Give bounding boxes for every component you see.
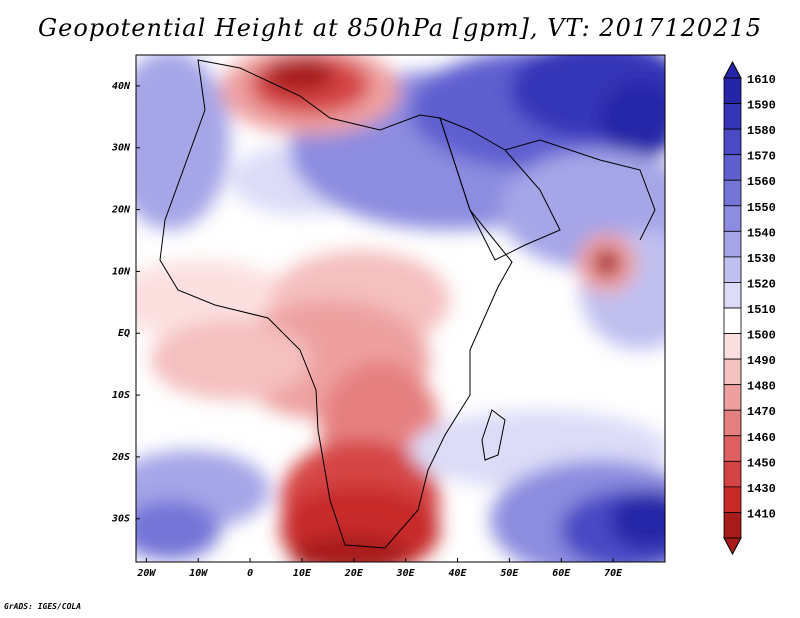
colorbar-min-arrow <box>723 537 742 556</box>
colorbar-level-label: 1570 <box>747 150 776 164</box>
colorbar-level-label: 1460 <box>747 431 776 445</box>
colorbar-swatch <box>723 154 742 181</box>
lat-tick-label: 10N <box>112 266 131 277</box>
colorbar-swatch <box>723 512 742 539</box>
colorbar-level-label: 1490 <box>747 354 776 368</box>
colorbar-swatch <box>723 205 742 232</box>
colorbar-level-label: 1540 <box>747 226 776 240</box>
colorbar-level-label: 1430 <box>747 482 776 496</box>
lat-tick-label: 20S <box>111 452 130 463</box>
lon-tick-label: 20E <box>344 568 364 579</box>
colorbar-swatch <box>723 282 742 309</box>
colorbar-swatch <box>723 409 742 437</box>
lat-tick-label: 30N <box>111 143 131 154</box>
colorbar-swatch <box>723 103 742 130</box>
colorbar-level-label: 1450 <box>747 456 776 470</box>
colorbar: 1610 1590 1580 1570 1560 1550 1540 1530 1520 1510… <box>723 60 776 556</box>
colorbar-swatch <box>723 333 742 360</box>
lon-tick-label: 40E <box>449 568 468 579</box>
colorbar-level-label: 1530 <box>747 252 776 266</box>
credit-label: GrADS: IGES/COLA <box>4 602 82 611</box>
colorbar-level-label: 1580 <box>747 124 776 138</box>
colorbar-level-label: 1470 <box>747 405 776 419</box>
colorbar-level-label: 1410 <box>747 507 776 521</box>
lat-tick-label: 10S <box>112 390 130 401</box>
lon-tick-label: 0 <box>247 568 253 579</box>
latitude-axis: 40N 30N 20N 10N EQ 10S 20S 30S <box>111 81 140 525</box>
map-title: Geopotential Height at 850hPa [gpm], VT:… <box>38 14 762 42</box>
colorbar-swatch <box>723 307 742 334</box>
colorbar-level-label: 1500 <box>747 329 776 343</box>
colorbar-max-arrow <box>723 60 742 79</box>
colorbar-swatch <box>723 230 742 258</box>
height-field <box>136 55 665 562</box>
lon-tick-label: 20W <box>136 568 156 579</box>
lon-tick-label: 30E <box>396 568 416 579</box>
colorbar-level-label: 1560 <box>747 175 776 189</box>
colorbar-swatch <box>723 486 742 513</box>
colorbar-swatch <box>723 384 742 411</box>
lon-tick-label: 10E <box>293 568 312 579</box>
longitude-axis: 20W 10W 0 10E 20E 30E 40E 50E 60E 70E <box>136 558 623 579</box>
lat-tick-label: 20N <box>111 205 131 216</box>
lat-tick-label: 40N <box>112 81 131 92</box>
plot-frame <box>135 54 666 563</box>
colorbar-level-label: 1480 <box>747 380 776 394</box>
colorbar-swatch <box>723 179 742 207</box>
lon-tick-label: 60E <box>552 568 571 579</box>
colorbar-swatch <box>723 358 742 386</box>
colorbar-swatch <box>723 435 742 462</box>
lon-tick-label: 70E <box>604 568 623 579</box>
colorbar-level-label: 1550 <box>747 201 776 215</box>
colorbar-level-label: 1610 <box>747 73 776 87</box>
colorbar-level-label: 1590 <box>747 99 776 113</box>
lat-tick-label: EQ <box>118 328 130 339</box>
lon-tick-label: 50E <box>500 568 519 579</box>
colorbar-level-label: 1520 <box>747 277 776 291</box>
colorbar-swatch <box>723 128 742 156</box>
lon-tick-label: 10W <box>189 568 208 579</box>
coastlines <box>159 59 656 549</box>
colorbar-swatch <box>723 460 742 488</box>
colorbar-swatch <box>723 256 742 283</box>
lat-tick-label: 30S <box>111 514 130 525</box>
colorbar-level-label: 1510 <box>747 303 776 317</box>
colorbar-swatch <box>723 77 742 104</box>
